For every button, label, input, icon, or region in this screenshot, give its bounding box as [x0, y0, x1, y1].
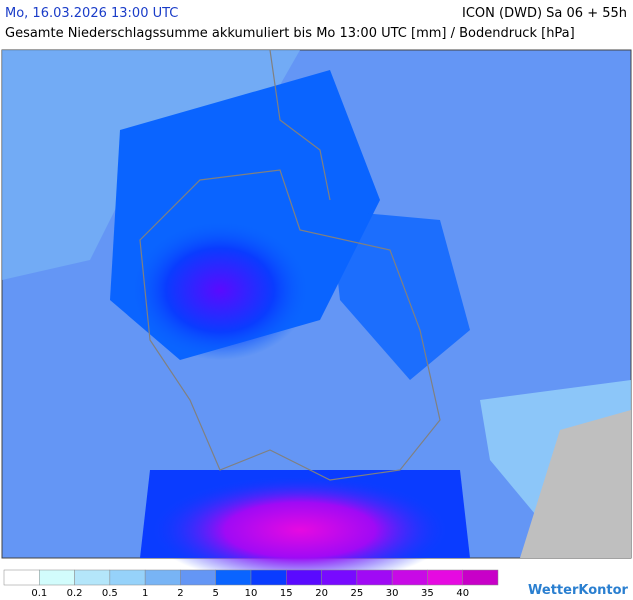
coastline: [269, 49, 331, 201]
legend: 0.1 0.2 0.5 1 2 5 10 15 20 25 30 35 40: [3, 569, 499, 599]
legend-swatch: [3, 569, 40, 586]
legend-swatch: [286, 569, 322, 586]
legend-swatch: [109, 569, 146, 586]
logo: WetterKontor: [528, 583, 629, 598]
subtitle: Gesamte Niederschlagssumme akkumuliert b…: [5, 26, 575, 41]
legend-label: 30: [386, 588, 399, 599]
legend-swatch: [391, 569, 428, 586]
legend-swatch: [427, 569, 463, 586]
legend-swatch: [74, 569, 111, 586]
legend-label: 25: [350, 588, 363, 599]
legend-label: 5: [213, 588, 219, 599]
region: [150, 475, 450, 585]
legend-label: 0.5: [102, 588, 118, 599]
legend-swatch: [462, 569, 499, 586]
legend-label: 1: [142, 588, 148, 599]
region: [130, 220, 310, 360]
legend-label: 35: [421, 588, 434, 599]
legend-label: 10: [245, 588, 258, 599]
legend-label: 2: [177, 588, 183, 599]
legend-swatch: [39, 569, 75, 586]
legend-label: 0.1: [31, 588, 47, 599]
model-run: ICON (DWD) Sa 06 + 55h: [462, 6, 627, 21]
border: [139, 169, 441, 481]
legend-swatch: [180, 569, 216, 586]
legend-label: 0.2: [67, 588, 83, 599]
legend-swatch: [356, 569, 393, 586]
legend-swatch: [321, 569, 358, 586]
legend-swatch: [144, 569, 181, 586]
legend-label: 15: [280, 588, 293, 599]
legend-label: 40: [456, 588, 469, 599]
legend-swatch: [250, 569, 287, 586]
date: Mo, 16.03.2026 13:00 UTC: [5, 6, 179, 21]
land-no-data: [520, 410, 631, 558]
map: [1, 49, 632, 585]
region: [330, 210, 470, 380]
legend-swatch: [215, 569, 252, 586]
legend-label: 20: [315, 588, 328, 599]
